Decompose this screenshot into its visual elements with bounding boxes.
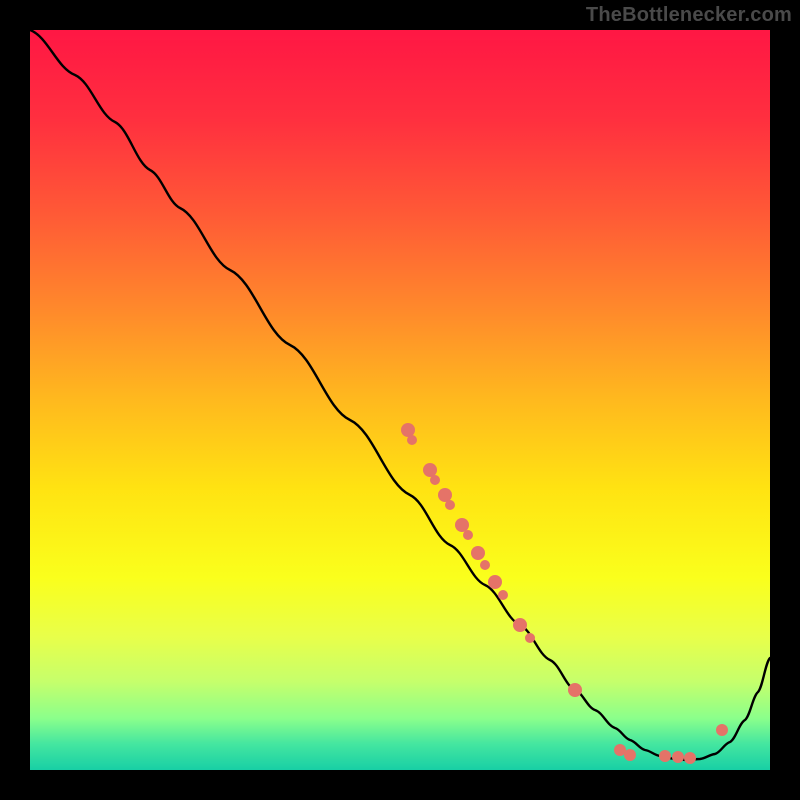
- data-marker: [423, 463, 437, 477]
- data-marker: [488, 575, 502, 589]
- data-marker: [716, 724, 728, 736]
- data-marker: [659, 750, 671, 762]
- data-marker: [672, 751, 684, 763]
- chart-container: TheBottlenecker.com: [0, 0, 800, 800]
- data-marker: [525, 633, 535, 643]
- data-marker: [438, 488, 452, 502]
- data-marker: [401, 423, 415, 437]
- data-marker: [455, 518, 469, 532]
- data-marker: [445, 500, 455, 510]
- data-marker: [463, 530, 473, 540]
- chart-svg: [30, 30, 770, 770]
- plot-area: [30, 30, 770, 770]
- watermark-text: TheBottlenecker.com: [586, 4, 792, 27]
- data-marker: [513, 618, 527, 632]
- data-marker: [480, 560, 490, 570]
- data-marker: [430, 475, 440, 485]
- data-marker: [684, 752, 696, 764]
- data-marker: [471, 546, 485, 560]
- data-marker: [568, 683, 582, 697]
- data-marker: [624, 749, 636, 761]
- gradient-background: [30, 30, 770, 770]
- data-marker: [407, 435, 417, 445]
- data-marker: [498, 590, 508, 600]
